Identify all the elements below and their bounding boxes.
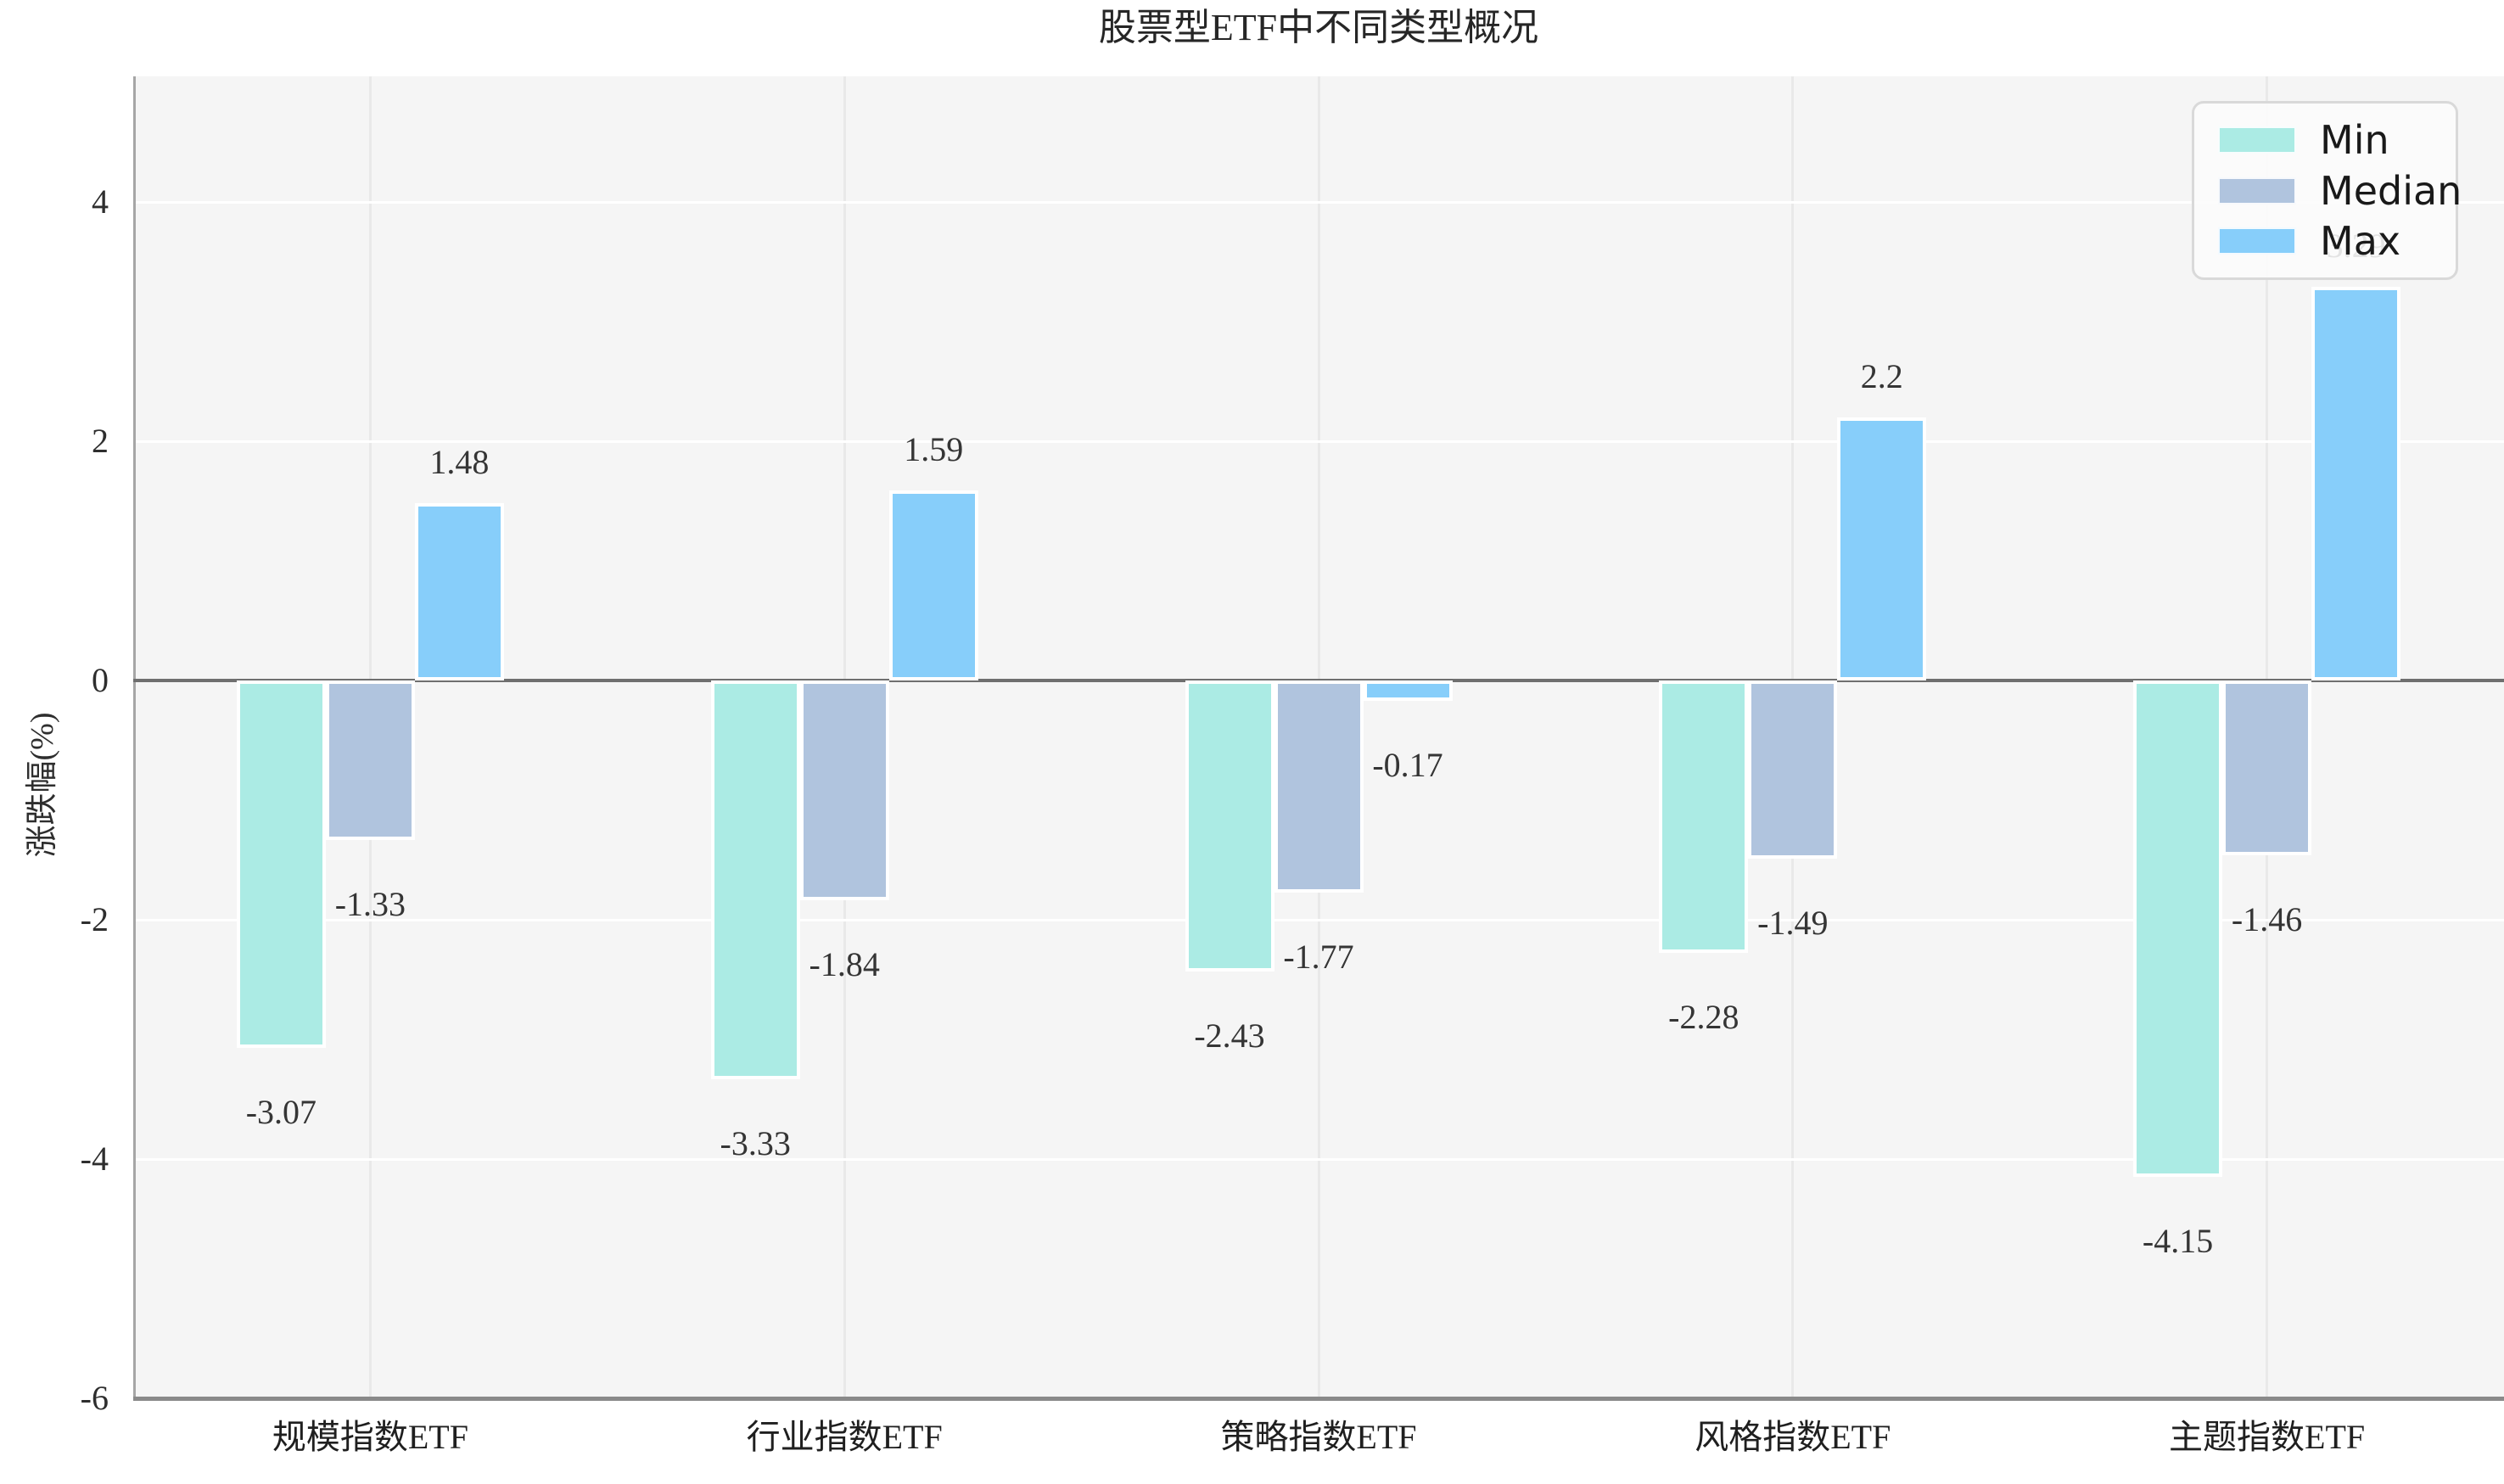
- legend-label: Max: [2320, 217, 2401, 264]
- gridline-horizontal: [133, 440, 2504, 443]
- gridline-horizontal: [133, 1157, 2504, 1161]
- bar-value-label: -2.28: [1668, 998, 1739, 1037]
- x-category-label: 规模指数ETF: [272, 1418, 468, 1456]
- legend-label: Min: [2320, 117, 2389, 164]
- bar-value-label: -1.33: [334, 884, 406, 923]
- x-category-label: 策略指数ETF: [1220, 1418, 1417, 1456]
- bar-value-label: -2.43: [1194, 1016, 1265, 1055]
- bar-value-label: -1.77: [1283, 937, 1354, 976]
- gridline-horizontal: [133, 918, 2504, 921]
- bar-max: [1837, 417, 1927, 681]
- y-tick-label: -4: [80, 1140, 109, 1178]
- chart-title: 股票型ETF中不同类型概况: [1098, 7, 1539, 48]
- bar-min: [236, 680, 326, 1048]
- bar-max: [414, 503, 504, 681]
- x-category-label: 行业指数ETF: [746, 1418, 943, 1456]
- bar-max: [2311, 287, 2401, 681]
- bar-value-label: 1.48: [429, 443, 490, 482]
- bar-value-label: -1.84: [809, 945, 880, 984]
- bar-median: [2222, 680, 2312, 855]
- bar-value-label: 2.2: [1860, 356, 1903, 395]
- bar-median: [799, 680, 889, 901]
- bar-value-label: 1.59: [904, 429, 964, 468]
- bar-max: [888, 490, 978, 681]
- bar-value-label: -1.49: [1757, 904, 1829, 943]
- legend: Min Median Max: [2192, 101, 2462, 280]
- bar-median: [1748, 680, 1838, 860]
- y-tick-label: -6: [80, 1379, 109, 1417]
- bar-value-label: -0.17: [1372, 745, 1443, 784]
- x-axis-spine: [133, 1397, 2504, 1401]
- bar-value-label: -4.15: [2142, 1222, 2214, 1261]
- y-tick-label: 0: [92, 661, 109, 700]
- y-tick-label: -2: [80, 900, 109, 939]
- bar-median: [1274, 680, 1364, 893]
- bar-value-label: -1.46: [2231, 899, 2303, 938]
- bar-min: [2133, 680, 2223, 1178]
- x-category-label: 主题指数ETF: [2169, 1418, 2366, 1456]
- legend-swatch-median: [2218, 176, 2296, 204]
- y-tick-label: 2: [92, 422, 109, 461]
- bar-min: [710, 680, 800, 1079]
- y-tick-label: 4: [92, 182, 109, 221]
- bar-max: [1363, 680, 1453, 701]
- legend-swatch-min: [2218, 126, 2296, 154]
- bar-value-label: -3.07: [245, 1092, 317, 1131]
- legend-item-max: Max: [2218, 219, 2432, 263]
- gridline-horizontal: [133, 200, 2504, 204]
- legend-item-min: Min: [2218, 118, 2432, 162]
- bar-min: [1659, 680, 1749, 954]
- bar-median: [325, 680, 415, 840]
- legend-item-median: Median: [2218, 169, 2462, 213]
- y-axis-spine: [133, 76, 136, 1398]
- legend-swatch-max: [2218, 227, 2296, 255]
- bar-value-label: -3.33: [720, 1123, 791, 1162]
- bar-min: [1185, 680, 1274, 972]
- x-category-label: 风格指数ETF: [1695, 1418, 1891, 1456]
- legend-label: Median: [2320, 167, 2462, 214]
